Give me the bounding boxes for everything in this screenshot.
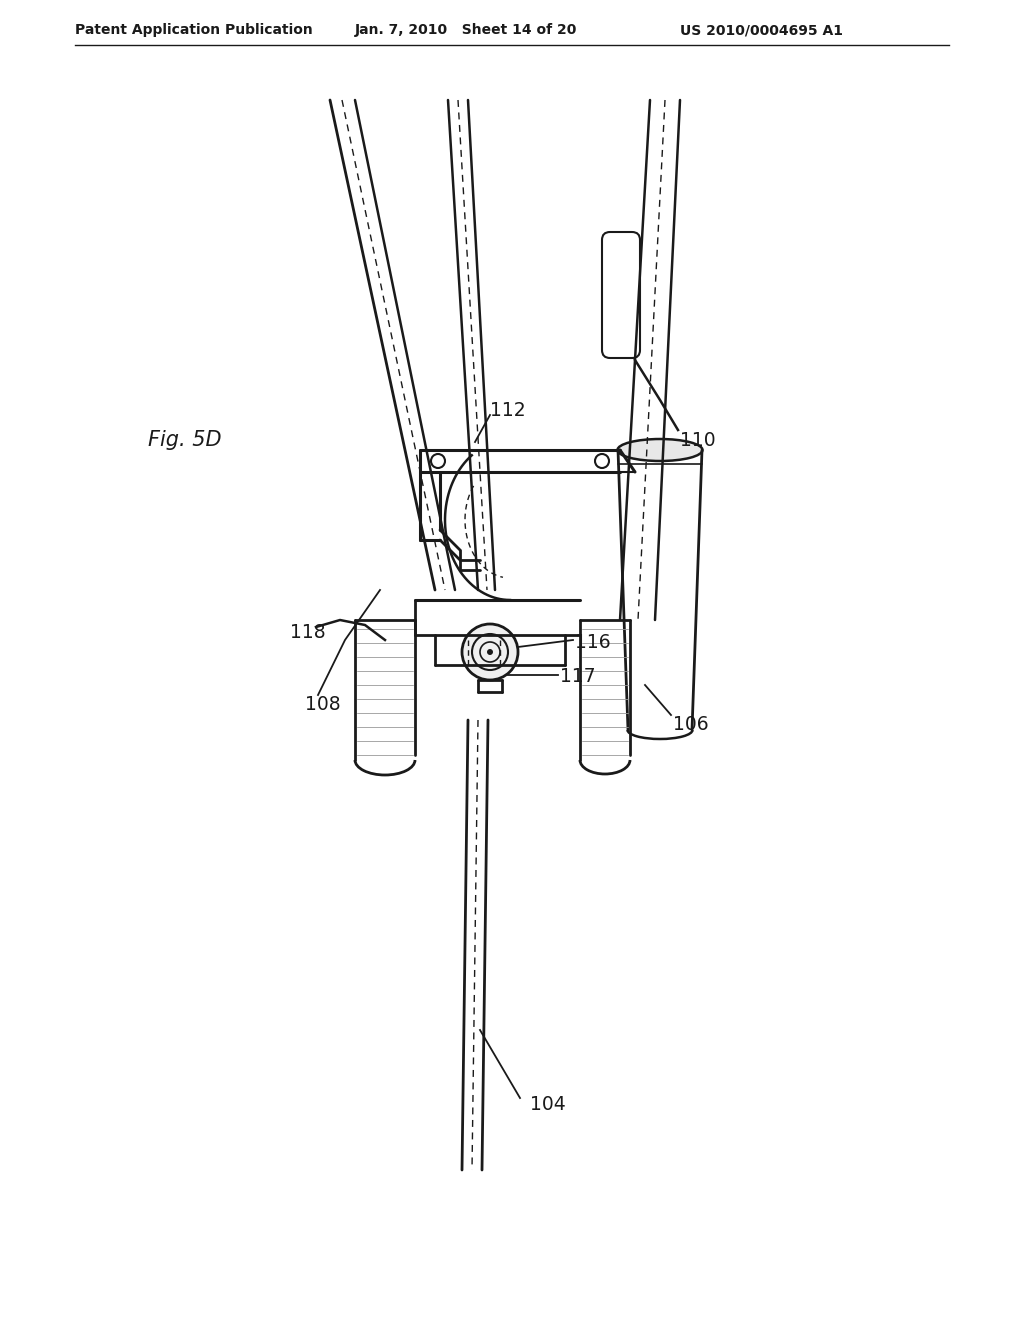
Text: 112: 112	[490, 400, 525, 420]
Text: 110: 110	[680, 430, 716, 450]
Circle shape	[487, 649, 493, 655]
Text: 104: 104	[530, 1096, 565, 1114]
Ellipse shape	[617, 440, 702, 461]
Text: Jan. 7, 2010   Sheet 14 of 20: Jan. 7, 2010 Sheet 14 of 20	[355, 22, 578, 37]
FancyBboxPatch shape	[602, 232, 640, 358]
Text: 116: 116	[575, 632, 610, 652]
Text: 117: 117	[560, 668, 596, 686]
Text: 118: 118	[290, 623, 326, 642]
Text: 106: 106	[673, 715, 709, 734]
Text: Patent Application Publication: Patent Application Publication	[75, 22, 312, 37]
Text: US 2010/0004695 A1: US 2010/0004695 A1	[680, 22, 843, 37]
Text: Fig. 5D: Fig. 5D	[148, 430, 221, 450]
Text: 108: 108	[305, 696, 341, 714]
Circle shape	[462, 624, 518, 680]
